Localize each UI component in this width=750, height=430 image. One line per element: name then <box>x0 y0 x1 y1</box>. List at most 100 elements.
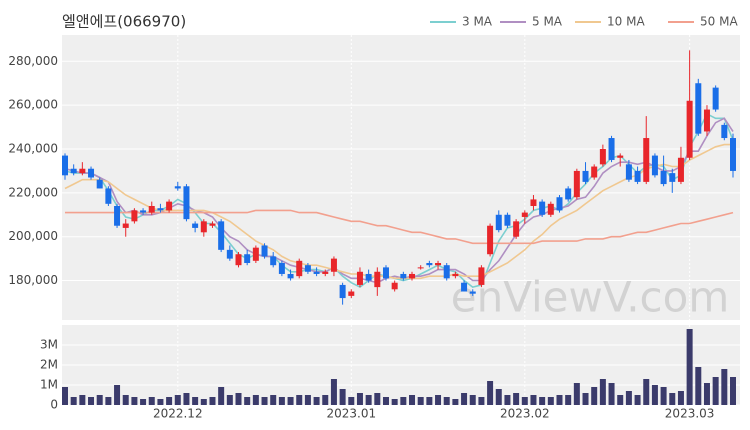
candle-body <box>322 271 329 274</box>
volume-bar <box>669 393 676 405</box>
candle-body <box>365 273 372 281</box>
volume-bar <box>547 397 554 405</box>
candle-body <box>131 210 138 222</box>
legend-label: 10 MA <box>607 15 645 29</box>
candle-body <box>582 170 589 182</box>
candle-body <box>660 170 667 185</box>
candle-body <box>591 166 598 178</box>
volume-bar <box>478 397 485 405</box>
candle-body <box>70 168 77 174</box>
volume-bar <box>148 397 155 405</box>
volume-bar <box>114 385 121 405</box>
candle-body <box>200 221 207 233</box>
candle-body <box>278 263 285 274</box>
candle-body <box>547 203 554 215</box>
volume-bar <box>200 399 207 405</box>
volume-bar <box>712 377 719 405</box>
volume-tick-label: 0 <box>50 398 58 412</box>
volume-bar <box>634 395 641 405</box>
volume-bar <box>452 399 459 405</box>
volume-bar <box>487 381 494 405</box>
watermark: enViewV.com <box>451 273 730 322</box>
volume-bar <box>400 397 407 405</box>
volume-bar <box>166 397 173 405</box>
volume-bar <box>261 397 268 405</box>
volume-bar <box>417 397 424 405</box>
y-tick-label: 240,000 <box>8 142 58 156</box>
candle-body <box>313 271 320 274</box>
y-tick-label: 260,000 <box>8 98 58 112</box>
volume-bar <box>183 393 190 405</box>
candle-body <box>721 124 728 139</box>
volume-bar <box>565 395 572 405</box>
candle-body <box>730 138 736 171</box>
candle-body <box>703 109 710 132</box>
candle-body <box>244 254 251 263</box>
candle-body <box>695 83 702 134</box>
volume-bar <box>339 389 346 405</box>
candle-body <box>686 100 693 158</box>
volume-bar <box>287 397 294 405</box>
candle-body <box>261 245 268 257</box>
candle-body <box>409 273 416 279</box>
volume-bar <box>660 387 667 405</box>
candle-body <box>669 173 676 182</box>
volume-bar <box>686 329 693 405</box>
volume-bar <box>62 387 68 405</box>
volume-bar <box>730 377 736 405</box>
volume-bar <box>365 395 372 405</box>
volume-bar <box>348 397 355 405</box>
candle-body <box>140 210 147 213</box>
volume-bar <box>495 389 502 405</box>
candle-body <box>304 265 311 272</box>
candle-body <box>122 223 129 228</box>
volume-bar <box>556 395 563 405</box>
volume-bar <box>192 397 199 405</box>
volume-bar <box>252 395 259 405</box>
candle-body <box>391 282 398 290</box>
y-tick-label: 200,000 <box>8 229 58 243</box>
volume-bar <box>721 369 728 405</box>
volume-bar <box>530 395 537 405</box>
volume-bar <box>435 395 442 405</box>
candle-body <box>96 179 103 189</box>
y-tick-label: 180,000 <box>8 273 58 287</box>
volume-bar <box>79 395 86 405</box>
x-tick-label: 2023.02 <box>500 407 550 421</box>
candle-body <box>348 291 355 296</box>
candle-body <box>114 206 121 226</box>
candle-body <box>461 282 468 292</box>
candle-body <box>166 201 173 211</box>
candle-body <box>374 271 381 288</box>
volume-bar <box>244 397 251 405</box>
volume-bar <box>591 387 598 405</box>
candle-body <box>356 271 363 285</box>
volume-bar <box>513 393 520 405</box>
volume-bar <box>226 395 233 405</box>
candle-body <box>617 155 624 158</box>
candle-body <box>712 87 719 110</box>
volume-bar <box>504 395 511 405</box>
candle-body <box>504 214 511 226</box>
candle-body <box>62 155 68 176</box>
volume-bar <box>443 397 450 405</box>
candle-body <box>573 170 580 198</box>
candle-body <box>677 157 684 182</box>
candle-body <box>339 284 346 299</box>
candle-body <box>226 249 233 259</box>
legend-label: 50 MA <box>700 15 738 29</box>
candle-body <box>148 206 155 213</box>
volume-bar <box>643 379 650 405</box>
volume-bar <box>695 367 702 405</box>
candle-body <box>79 168 86 174</box>
candle-body <box>651 155 658 176</box>
candle-body <box>452 273 459 277</box>
chart-title: 엘앤에프(066970) <box>62 13 186 31</box>
volume-bar <box>391 399 398 405</box>
volume-bar <box>122 395 129 405</box>
candle-body <box>400 273 407 279</box>
volume-bar <box>599 379 606 405</box>
candle-body <box>443 265 450 279</box>
volume-bar <box>356 393 363 405</box>
